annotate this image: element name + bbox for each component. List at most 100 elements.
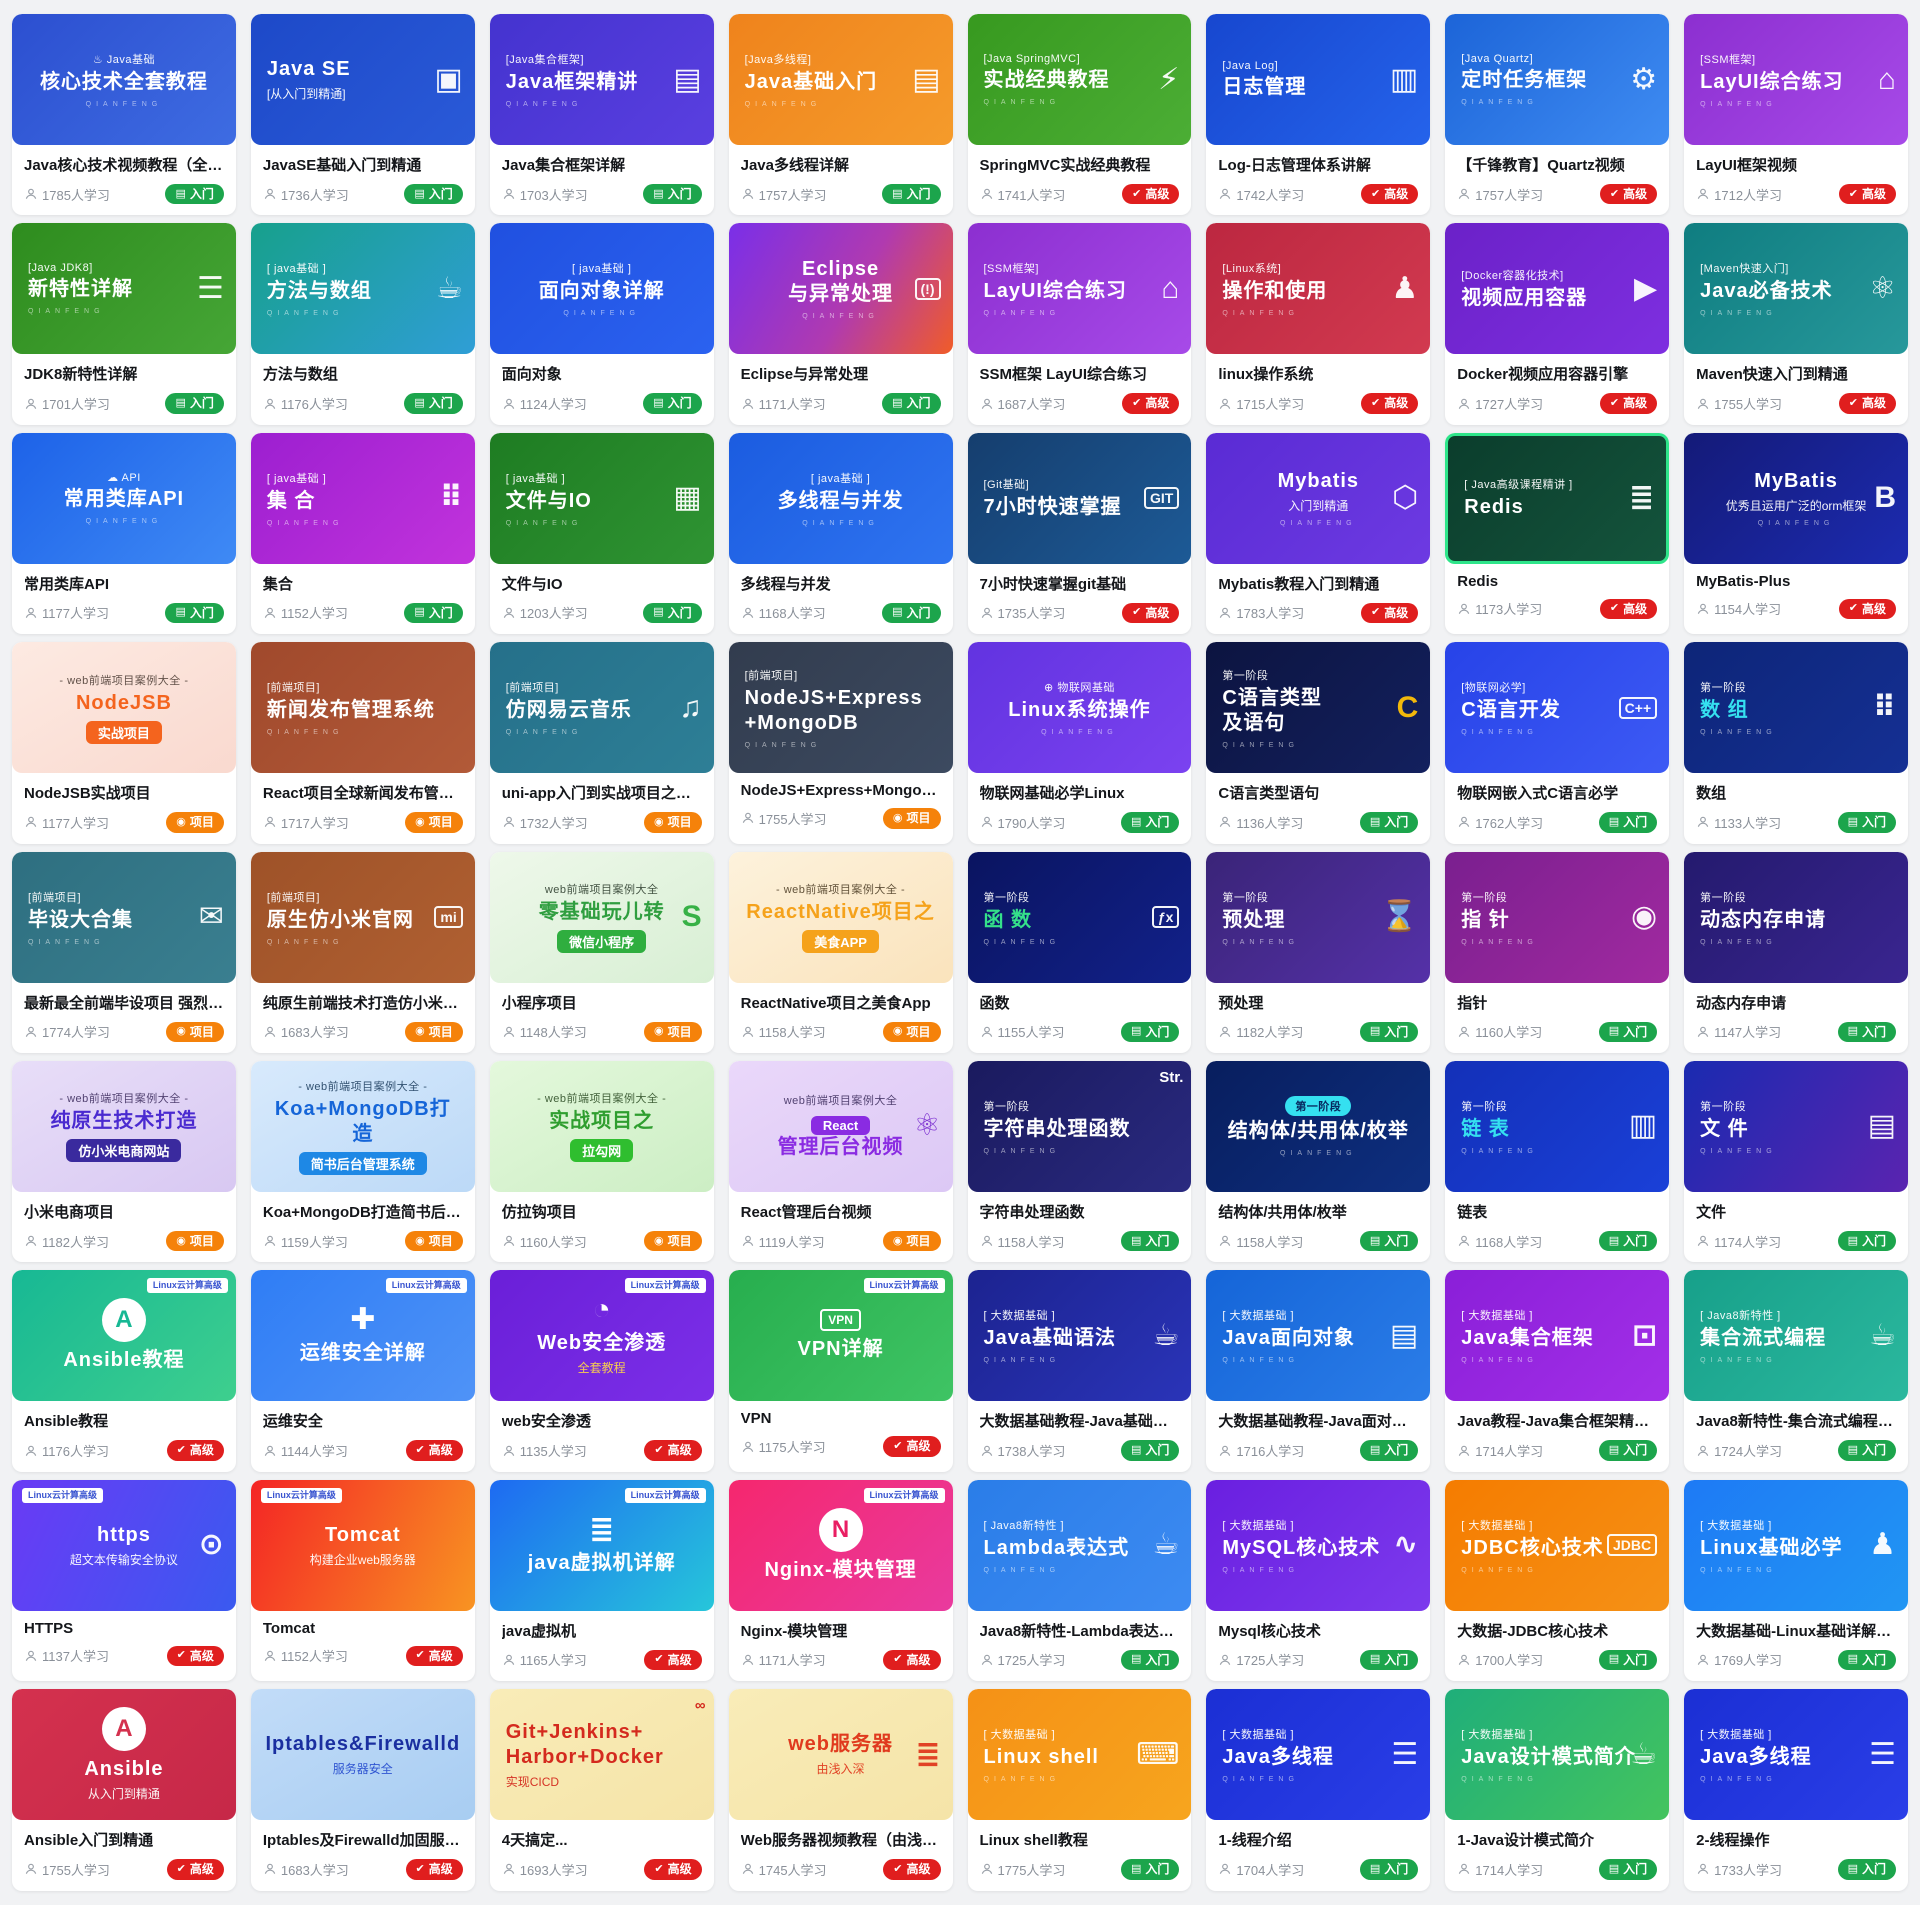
course-card[interactable]: ☁ API 常用类库API QIANFENG 常用类库API 1177人学习 ▤… [12,432,236,635]
course-card[interactable]: [前端项目] 仿网易云音乐 QIANFENG ♫ uni-app入门到实战项目之… [489,642,714,844]
thumb-main-line: Git+Jenkins+ [505,1720,644,1743]
learner-count: 1158人学习 [741,1022,826,1041]
course-card[interactable]: [ 大数据基础 ] Java面向对象 QIANFENG ▤ 大数据基础教程-Ja… [1206,1270,1431,1472]
course-card[interactable]: [ Java8新特性 ] Lambda表达式 QIANFENG ☕ Java8新… [967,1479,1192,1682]
course-card[interactable]: [Java多线程] Java基础入门 QIANFENG ▤ Java多线程详解 … [728,14,953,216]
course-card[interactable]: Linux云计算高级 A Ansible教程 Ansible教程 1176人学习… [12,1270,236,1472]
course-card[interactable]: MyBatis 优秀且运用广泛的orm框架 QIANFENG B MyBatis… [1684,432,1908,635]
thumb-brand: QIANFENG [1222,310,1299,318]
card-meta: 1732人学习 ◉ 项目 [502,812,702,833]
learner-count: 1701人学习 [24,394,110,413]
course-card[interactable]: 第一阶段 结构体/共用体/枚举 QIANFENG 结构体/共用体/枚举 1158… [1206,1060,1431,1263]
course-card[interactable]: [ Java8新特性 ] 集合流式编程 QIANFENG ☕ Java8新特性-… [1684,1270,1908,1472]
level-badge-label: 项目 [667,1024,692,1039]
course-card[interactable]: web服务器 由浅入深 ≣ Web服务器视频教程（由浅入... 1745人学习 … [728,1689,953,1891]
course-card[interactable]: [SSM框架] LayUI综合练习 QIANFENG ⌂ LayUI框架视频 1… [1684,14,1908,216]
course-card[interactable]: Linux云计算高级 VPN VPN详解 VPN 1175人学习 ✔ 高级 [728,1270,953,1472]
level-badge: ▤ 入门 [1837,1021,1896,1042]
course-card[interactable]: [ 大数据基础 ] Linux基础必学 QIANFENG ♟ 大数据基础-Lin… [1684,1479,1908,1682]
course-card[interactable]: [ 大数据基础 ] Linux shell QIANFENG ⌨ Linux s… [967,1689,1192,1891]
course-card[interactable]: Mybatis 入门到精通 QIANFENG ⬡ Mybatis教程入门到精通 … [1206,432,1431,635]
course-title: 2-线程操作 [1696,1832,1770,1850]
book-icon: ▤ [1847,1443,1858,1456]
course-card[interactable]: 第一阶段 函 数 QIANFENG ƒx 函数 1155人学习 ▤ 入门 [967,851,1192,1053]
course-card[interactable]: Linux云计算高级 ◔ Web安全渗透 全套教程 web安全渗透 1135人学… [489,1270,714,1472]
course-card[interactable]: [SSM框架] LayUI综合练习 QIANFENG ⌂ SSM框架 LayUI… [967,223,1192,425]
course-card[interactable]: web前端项目案例大全 零基础玩儿转 微信小程序 S 小程序项目 1148人学习… [489,851,714,1053]
course-card[interactable]: [ java基础 ] 文件与IO QIANFENG ▦ 文件与IO 1203人学… [489,432,714,635]
course-card[interactable]: Iptables&Firewalld 服务器安全 Iptables及Firewa… [250,1689,475,1891]
course-card[interactable]: [Java SpringMVC] 实战经典教程 QIANFENG ⚡ Sprin… [967,14,1192,216]
level-badge-label: 项目 [189,815,214,830]
course-card[interactable]: - web前端项目案例大全 - Koa+MongoDB打造 简书后台管理系统 K… [250,1060,475,1263]
course-card[interactable]: [ 大数据基础 ] Java多线程 QIANFENG ☰ 2-线程操作 1733… [1684,1689,1908,1891]
level-badge-label: 项目 [667,1233,692,1248]
course-card[interactable]: [Maven快速入门] Java必备技术 QIANFENG ⚛ Maven快速入… [1684,223,1908,425]
course-card[interactable]: Linux云计算高级 N Nginx-模块管理 Nginx-模块管理 1171人… [728,1479,953,1682]
course-title: 纯原生前端技术打造仿小米电商... [262,994,463,1012]
person-icon [1697,398,1709,409]
level-badge-label: 入门 [1384,815,1409,830]
course-card[interactable]: - web前端项目案例大全 - 实战项目之 拉勾网 仿拉钩项目 1160人学习 … [489,1060,714,1263]
course-card[interactable]: Linux云计算高级 Tomcat 构建企业web服务器 Tomcat 1152… [250,1479,475,1682]
course-card[interactable]: [Java集合框架] Java框架精讲 QIANFENG ▤ Java集合框架详… [489,14,714,216]
course-card[interactable]: Linux云计算高级 ≣ java虚拟机详解 java虚拟机 1165人学习 ✔… [489,1479,714,1682]
course-card[interactable]: [ Java高级课程精讲 ] Redis ≣ Redis 1173人学习 ✔ 高… [1445,432,1670,635]
course-card[interactable]: Java SE [从入门到精通] ▣ JavaSE基础入门到精通 1736人学习… [250,14,475,216]
course-title: React项目全球新闻发布管理系统 [262,785,463,803]
course-card[interactable]: [前端项目] 新闻发布管理系统 QIANFENG React项目全球新闻发布管理… [250,642,475,844]
course-card[interactable]: 第一阶段 动态内存申请 QIANFENG 动态内存申请 1147人学习 ▤ 入门 [1684,851,1908,1053]
course-card[interactable]: - web前端项目案例大全 - ReactNative项目之 美食APP Rea… [728,851,953,1053]
course-card[interactable]: ♨ Java基础 核心技术全套教程 QIANFENG Java核心技术视频教程（… [12,14,236,216]
course-card[interactable]: 第一阶段 文 件 QIANFENG ▤ 文件 1174人学习 ▤ 入门 [1684,1060,1908,1263]
course-card[interactable]: 第一阶段 链 表 QIANFENG ▥ 链表 1168人学习 ▤ 入门 [1445,1060,1670,1263]
course-card[interactable]: [Java JDK8] 新特性详解 QIANFENG ☰ JDK8新特性详解 1… [12,223,236,425]
course-title: NodeJS+Express+MongoD... [740,782,941,800]
course-card[interactable]: [ java基础 ] 集 合 QIANFENG ⠿ 集合 1152人学习 ▤ 入… [250,432,475,635]
course-card[interactable]: [ 大数据基础 ] Java多线程 QIANFENG ☰ 1-线程介绍 1704… [1206,1689,1431,1891]
course-card[interactable]: [ 大数据基础 ] MySQL核心技术 QIANFENG ∿ Mysql核心技术… [1206,1479,1431,1682]
course-card[interactable]: [物联网必学] C语言开发 QIANFENG C++ 物联网嵌入式C语言必学 1… [1445,642,1670,844]
course-card[interactable]: Str. 第一阶段 字符串处理函数 QIANFENG 字符串处理函数 1158人… [967,1060,1192,1263]
course-card[interactable]: [前端项目] 原生仿小米官网 QIANFENG mi 纯原生前端技术打造仿小米电… [250,851,475,1053]
course-card[interactable]: [ 大数据基础 ] Java集合框架 QIANFENG ⊡ Java教程-Jav… [1445,1270,1670,1472]
course-card[interactable]: 第一阶段 数 组 QIANFENG ⠿ 数组 1133人学习 ▤ 入门 [1684,642,1908,844]
course-card[interactable]: 第一阶段 C语言类型 及语句 QIANFENG C C语言类型语句 1136人学… [1206,642,1431,844]
thumb-tag: 第一阶段 [1222,669,1269,682]
course-card[interactable]: [Java Quartz] 定时任务框架 QIANFENG ⚙ 【千锋教育】Qu… [1445,14,1670,216]
course-card[interactable]: Eclipse 与异常处理 QIANFENG (!) Eclipse与异常处理 … [728,223,953,425]
course-card[interactable]: [前端项目] 毕设大合集 QIANFENG ✉ 最新最全前端毕设项目 强烈建..… [12,851,236,1053]
course-card[interactable]: [ 大数据基础 ] Java基础语法 QIANFENG ☕ 大数据基础教程-Ja… [967,1270,1192,1472]
course-card[interactable]: [Linux系统] 操作和使用 QIANFENG ♟ linux操作系统 171… [1206,223,1431,425]
course-card[interactable]: [ 大数据基础 ] Java设计模式简介 QIANFENG ☕ 1-Java设计… [1445,1689,1670,1891]
course-card[interactable]: [ 大数据基础 ] JDBC核心技术 QIANFENG JDBC 大数据-JDB… [1445,1479,1670,1682]
course-card[interactable]: 第一阶段 预处理 QIANFENG ⌛ 预处理 1182人学习 ▤ 入门 [1206,851,1431,1053]
level-badge: ✔ 高级 [405,1440,463,1461]
course-card[interactable]: [ java基础 ] 多线程与并发 QIANFENG 多线程与并发 1168人学… [728,432,953,635]
card-meta: 1148人学习 ◉ 项目 [502,1021,702,1042]
course-card[interactable]: A Ansible 从入门到精通 Ansible入门到精通 1755人学习 ✔ … [12,1689,236,1891]
card-body: HTTPS 1137人学习 ✔ 高级 [12,1611,236,1677]
course-card[interactable]: ∞ Git+Jenkins+ Harbor+Docker 实现CICD 4天搞定… [489,1689,714,1891]
course-card[interactable]: [ java基础 ] 方法与数组 QIANFENG ☕ 方法与数组 1176人学… [250,223,475,425]
book-icon: ▤ [653,396,664,409]
level-badge-label: 高级 [1623,601,1648,616]
learner-count: 1742人学习 [1218,185,1304,204]
course-card[interactable]: Linux云计算高级 https 超文本传输安全协议 ⊙ HTTPS 1137人… [12,1479,236,1682]
course-card[interactable]: - web前端项目案例大全 - NodeJSB 实战项目 NodeJSB实战项目… [12,642,236,844]
course-card[interactable]: - web前端项目案例大全 - 纯原生技术打造 仿小米电商网站 小米电商项目 1… [12,1060,236,1263]
course-card[interactable]: [Git基础] 7小时快速掌握 GIT 7小时快速掌握git基础 1735人学习… [967,432,1192,635]
course-card[interactable]: [Java Log] 日志管理 ▥ Log-日志管理体系讲解 1742人学习 ✔… [1206,14,1431,216]
course-card[interactable]: [Docker容器化技术] 视频应用容器 ▶ Docker视频应用容器引擎 17… [1445,223,1670,425]
course-card[interactable]: 第一阶段 指 针 QIANFENG ◉ 指针 1160人学习 ▤ 入门 [1445,851,1670,1053]
check-seal-icon: ✔ [1371,187,1381,200]
level-badge-label: 项目 [906,1024,931,1039]
course-card[interactable]: ⊕ 物联网基础 Linux系统操作 QIANFENG 物联网基础必学Linux … [967,642,1192,844]
course-card[interactable]: web前端项目案例大全 管理后台视频 React ⚛ React管理后台视频 1… [728,1060,953,1263]
thumb-tag: [前端项目] [266,682,320,695]
course-card[interactable]: Linux云计算高级 ✚ 运维安全详解 运维安全 1144人学习 ✔ 高级 [250,1270,475,1472]
course-card[interactable]: [ java基础 ] 面向对象详解 QIANFENG 面向对象 1124人学习 … [489,223,714,425]
person-icon [981,398,992,409]
card-meta: 1173人学习 ✔ 高级 [1457,598,1658,620]
course-card[interactable]: [前端项目] NodeJS+Express +MongoDB QIANFENG … [728,642,953,844]
